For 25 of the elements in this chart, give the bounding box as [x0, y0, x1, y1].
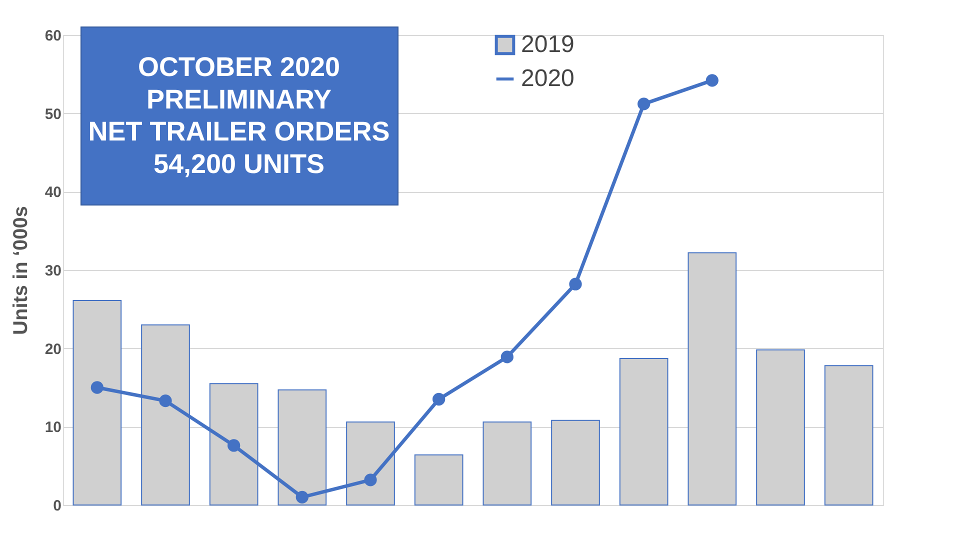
y-tick-label: 0: [53, 498, 62, 514]
point: [432, 392, 446, 406]
y-tick-label: 50: [44, 106, 62, 123]
y-axis-title: Units in ‘000s: [10, 206, 32, 335]
y-tick-label: 60: [44, 28, 62, 44]
point: [159, 394, 172, 408]
point: [228, 439, 240, 452]
text: 54,200 UNITS: [153, 148, 325, 179]
point: [90, 381, 104, 394]
y-tick-label: 30: [44, 262, 62, 280]
y-tick-label: 10: [44, 419, 62, 436]
point: [638, 98, 650, 110]
point: [569, 278, 582, 290]
text: PRELIMINARY: [146, 84, 332, 114]
legend-label: 2019: [521, 31, 574, 58]
point: [296, 490, 308, 504]
text: NET TRAILER ORDERS: [88, 116, 390, 147]
y-tick-label: 40: [44, 184, 62, 202]
legend-label: 2020: [521, 65, 574, 92]
y-tick-label: 20: [44, 340, 62, 358]
point: [500, 350, 514, 364]
point: [364, 474, 377, 486]
point: [706, 74, 718, 87]
bar: [414, 454, 464, 506]
text: OCTOBER 2020: [138, 52, 340, 82]
